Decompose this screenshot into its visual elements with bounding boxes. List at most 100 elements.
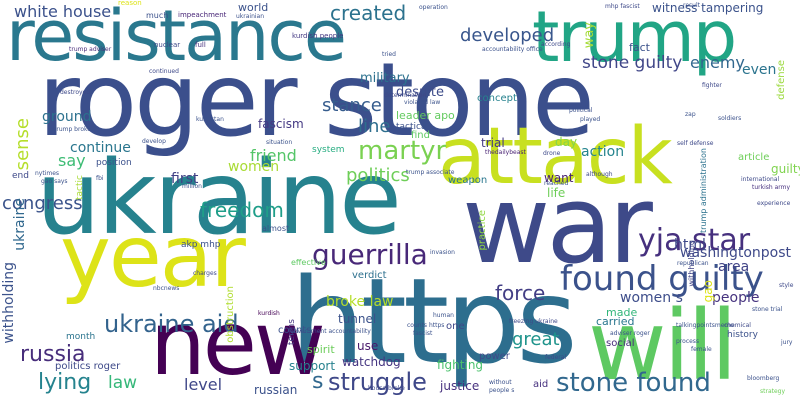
- word-ukrainian: ukrainian: [236, 13, 265, 20]
- word-way: way: [582, 22, 597, 49]
- word-trump-adviser: trump adviser: [69, 46, 112, 53]
- word-violated-law: violated law: [404, 99, 441, 106]
- word-month: month: [66, 332, 96, 342]
- word-new: new: [150, 292, 326, 395]
- word-government-accountability: government accountability: [290, 328, 371, 335]
- word-fighting: fighting: [437, 358, 484, 372]
- word-much: much: [146, 11, 169, 20]
- word-women-s: women s: [620, 290, 683, 306]
- word-freezing-ukraine: freezing ukraine: [509, 318, 558, 325]
- word-s: s: [312, 369, 324, 394]
- word-full: full: [195, 41, 206, 49]
- word-russian: russian: [254, 383, 298, 397]
- word-nbcnews: nbcnews: [153, 285, 180, 292]
- word-according: according: [541, 41, 571, 48]
- word-fascist: fascist: [413, 330, 433, 337]
- word-stone-trial: stone trial: [752, 306, 783, 313]
- word-drone: drone: [543, 150, 561, 157]
- word-day: day: [555, 135, 578, 149]
- word-action: action: [581, 144, 625, 160]
- word-people: people: [712, 290, 760, 306]
- word-force: force: [495, 281, 546, 305]
- word-jury: jury: [781, 339, 793, 346]
- word-trump: trump: [532, 0, 737, 78]
- word-guerrilla: guerrilla: [312, 238, 428, 271]
- word-stone-found: stone found: [556, 368, 711, 398]
- word-determination: determination: [384, 92, 427, 99]
- word-developed: developed: [460, 25, 555, 46]
- word-political: political: [569, 107, 593, 114]
- word-nuclear: nuclear: [154, 41, 181, 49]
- word-washingtonpost: washingtonpost: [680, 245, 792, 261]
- word-https: https: [290, 252, 578, 390]
- word-ukraine: ukraine: [36, 139, 402, 258]
- word-white-house: white house: [14, 2, 112, 21]
- word-defense: defense: [776, 60, 787, 100]
- word-find: find: [411, 130, 430, 141]
- word-politics-roger: politics roger: [55, 361, 121, 372]
- word-attack: attack: [438, 112, 673, 202]
- word-created: created: [330, 1, 407, 25]
- word-end: end: [12, 171, 29, 181]
- word-international: international: [741, 176, 780, 183]
- word-even: even: [742, 62, 777, 78]
- word-life: life: [547, 186, 566, 200]
- word-talkingpointsmemo: talkingpointsmemo: [676, 322, 734, 329]
- word-people-s: people s: [489, 387, 515, 394]
- word-turkish-army: turkish army: [752, 184, 791, 191]
- word-kurdish-people: kurdish people: [292, 32, 344, 40]
- word-world: world: [238, 1, 269, 14]
- word-stone-guilty: stone guilty: [582, 53, 683, 73]
- word-first: first: [171, 171, 199, 187]
- word-process: process: [676, 338, 700, 345]
- word-carried: carried: [596, 315, 635, 328]
- word-counts: counts: [278, 325, 312, 336]
- word-tried: tried: [382, 51, 396, 58]
- word-one: one: [446, 321, 465, 332]
- word-history: history: [727, 330, 758, 340]
- word-concept: concept: [477, 93, 517, 104]
- word-verdict: verdict: [352, 270, 387, 281]
- word-weapon: weapon: [448, 175, 488, 186]
- word-aid: aid: [533, 379, 549, 390]
- word-destroyed: destroyed: [60, 89, 91, 96]
- word-resistance: resistance: [6, 0, 347, 77]
- word-fbi: fbi: [96, 175, 104, 182]
- word-akp-mhp: akp mhp: [181, 240, 221, 250]
- word-want: want: [544, 171, 574, 185]
- word-style: style: [779, 282, 794, 289]
- word-without: without: [489, 379, 512, 386]
- word-zap: zap: [685, 111, 696, 118]
- word-leader-apo: leader apo: [396, 109, 455, 122]
- word-almost: almost: [262, 224, 290, 233]
- word-social: social: [606, 338, 635, 349]
- word-reached: reached: [544, 180, 569, 187]
- word-struggle: struggle: [328, 368, 427, 396]
- word-federal: federal: [545, 354, 567, 361]
- word-reason: reason: [118, 0, 142, 7]
- word-soldiers: soldiers: [718, 115, 742, 122]
- word-watchdog: watchdog: [342, 355, 401, 369]
- word-support: support: [289, 359, 336, 373]
- word-enemy: enemy: [690, 53, 745, 72]
- word-result: result: [683, 2, 700, 9]
- word-yja-star: yja star: [638, 223, 751, 258]
- word-invasion: invasion: [430, 249, 455, 256]
- word-friend: friend: [250, 146, 297, 165]
- word-self-defense: self defense: [677, 140, 714, 147]
- word-politics: politics: [346, 165, 410, 186]
- word-roger-stone: roger stone: [38, 41, 595, 160]
- word-position: position: [96, 158, 132, 168]
- word-continued: continued: [149, 68, 179, 75]
- word-obstruction: obstruction: [225, 286, 236, 343]
- word-although: although: [586, 171, 613, 178]
- word-effective: effective: [291, 258, 326, 267]
- word-trump-broke: trump broke: [54, 126, 91, 133]
- word-ukraine-aid: ukraine aid: [104, 310, 239, 338]
- word-gao: gao: [701, 280, 715, 303]
- word-trump-associate: trump associate: [406, 169, 455, 176]
- word-stance: stance: [322, 95, 382, 116]
- word-nytimes: nytimes: [35, 170, 60, 177]
- word-article: article: [738, 152, 770, 163]
